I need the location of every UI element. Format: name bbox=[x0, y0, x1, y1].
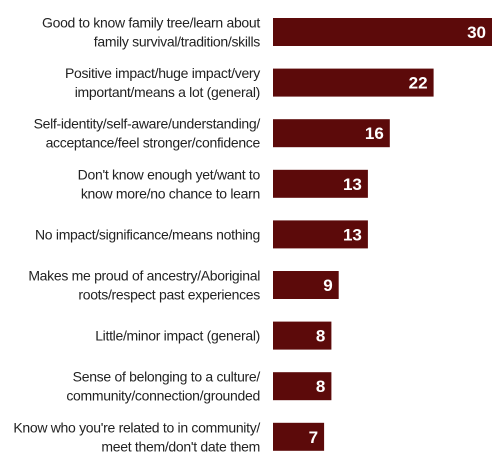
bar-5 bbox=[273, 271, 339, 299]
category-label-8: Know who you're related to in community/… bbox=[13, 419, 260, 454]
bars bbox=[273, 18, 492, 451]
category-label-7: Sense of belonging to a culture/communit… bbox=[66, 369, 260, 404]
value-label-4: 13 bbox=[343, 225, 362, 244]
value-label-5: 9 bbox=[323, 276, 332, 295]
bar-0 bbox=[273, 18, 492, 46]
category-label-5-line-1: roots/respect past experiences bbox=[78, 287, 260, 303]
bar-2 bbox=[273, 119, 390, 148]
category-labels: Good to know family tree/learn about fami… bbox=[13, 15, 260, 455]
category-label-2-line-0: Self-identity/self-aware/understanding/ bbox=[34, 116, 261, 132]
category-label-4-line-0: No impact/significance/means nothing bbox=[35, 226, 260, 242]
category-label-2-line-1: acceptance/feel stronger/confidence bbox=[46, 135, 261, 151]
category-label-1: Positive impact/huge impact/very importan… bbox=[65, 65, 260, 100]
category-label-5-line-0: Makes me proud of ancestry/Aboriginal bbox=[28, 268, 260, 284]
value-label-3: 13 bbox=[343, 175, 362, 194]
category-label-4: No impact/significance/means nothing bbox=[35, 226, 260, 242]
bar-3 bbox=[273, 169, 368, 198]
bar-6 bbox=[273, 321, 332, 350]
category-label-0-line-1: family survival/tradition/skills bbox=[94, 34, 261, 50]
category-label-5: Makes me proud of ancestry/Aboriginal roo… bbox=[28, 268, 260, 303]
value-label-8: 7 bbox=[309, 428, 318, 447]
category-label-0-line-0: Good to know family tree/learn about bbox=[42, 15, 260, 31]
category-label-3: Don't know enough yet/want to know more/n… bbox=[78, 166, 261, 201]
category-label-8-line-0: Know who you're related to in community/ bbox=[13, 419, 260, 435]
category-label-2: Self-identity/self-aware/understanding/a… bbox=[34, 116, 261, 151]
category-label-0: Good to know family tree/learn about fami… bbox=[42, 15, 260, 50]
value-label-6: 8 bbox=[316, 327, 325, 346]
category-label-1-line-0: Positive impact/huge impact/very bbox=[65, 65, 260, 81]
category-label-6-line-0: Little/minor impact (general) bbox=[95, 328, 260, 344]
bar-8 bbox=[273, 422, 325, 451]
category-label-7-line-1: community/connection/grounded bbox=[66, 388, 260, 404]
bar-1 bbox=[273, 68, 434, 97]
bar-7 bbox=[273, 372, 332, 401]
bar-4 bbox=[273, 220, 368, 249]
category-label-3-line-1: know more/no chance to learn bbox=[81, 185, 260, 201]
value-label-0: 30 bbox=[467, 23, 486, 42]
category-label-6: Little/minor impact (general) bbox=[95, 328, 260, 344]
category-label-3-line-0: Don't know enough yet/want to bbox=[78, 166, 261, 182]
value-labels: 30 22 16 13 13 9 8 8 7 bbox=[309, 23, 486, 447]
category-label-8-line-1: meet them/don't date them bbox=[101, 438, 260, 454]
value-label-2: 16 bbox=[365, 124, 384, 143]
category-label-7-line-0: Sense of belonging to a culture/ bbox=[73, 369, 261, 385]
value-label-7: 8 bbox=[316, 377, 325, 396]
category-label-1-line-1: important/means a lot (general) bbox=[75, 84, 260, 100]
value-label-1: 22 bbox=[409, 74, 428, 93]
